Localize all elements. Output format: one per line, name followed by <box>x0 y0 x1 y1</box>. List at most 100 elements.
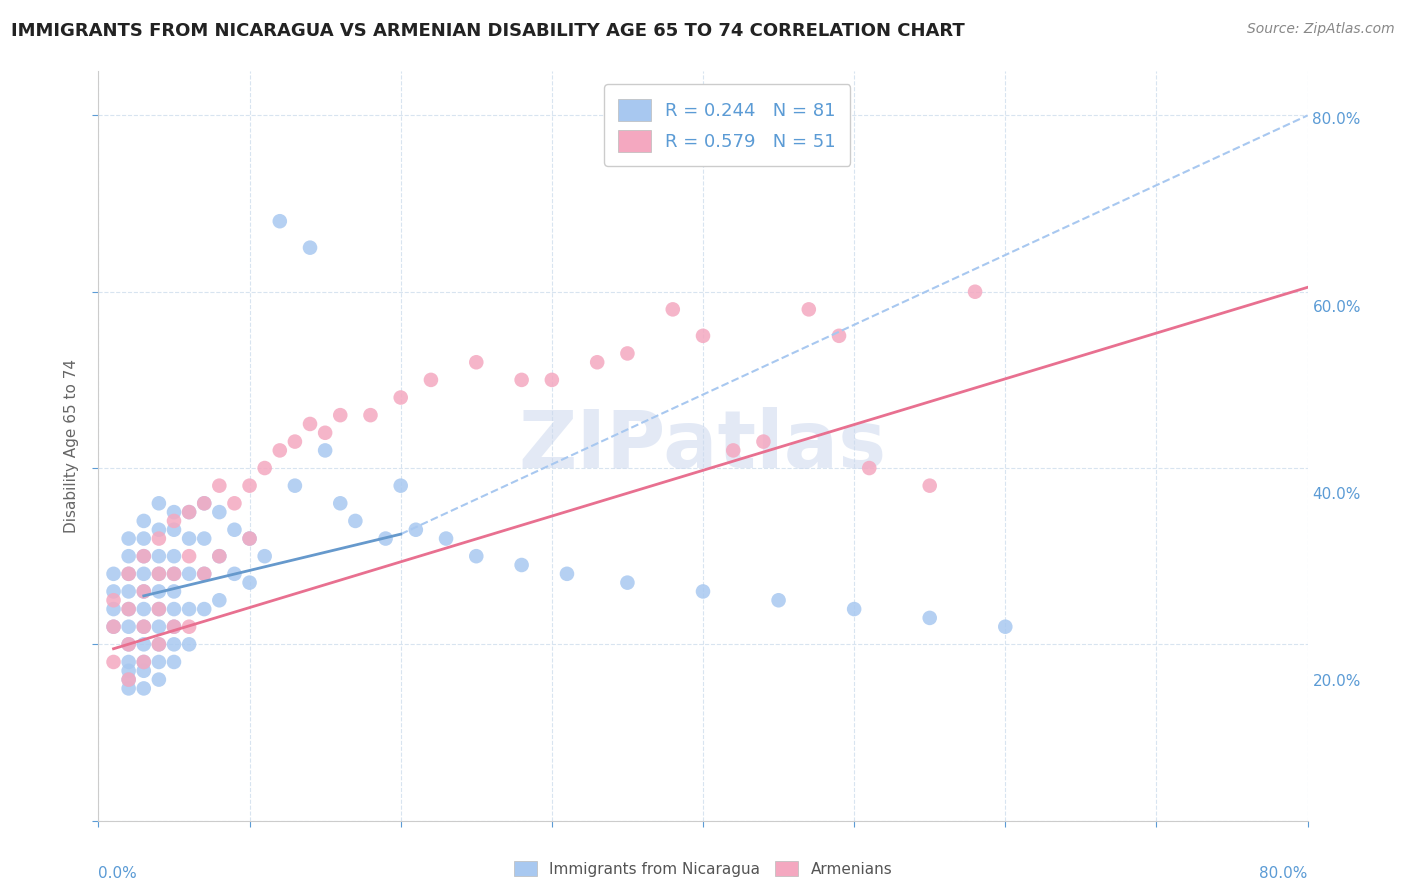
Point <box>389 478 412 492</box>
Point <box>103 602 125 616</box>
Point <box>148 549 170 564</box>
Point <box>163 566 186 581</box>
Point <box>208 478 231 492</box>
Point <box>163 620 186 634</box>
Point <box>148 637 170 651</box>
Point <box>253 549 276 564</box>
Point <box>768 593 790 607</box>
Point <box>163 637 186 651</box>
Point <box>360 408 382 422</box>
Point <box>314 425 336 440</box>
Point <box>163 514 186 528</box>
Point <box>193 566 215 581</box>
Point <box>239 532 262 546</box>
Point <box>329 408 352 422</box>
Point <box>329 496 352 510</box>
Point <box>132 681 155 696</box>
Point <box>132 532 155 546</box>
Point <box>118 637 141 651</box>
Point <box>148 602 170 616</box>
Point <box>118 637 141 651</box>
Point <box>918 611 941 625</box>
Point <box>132 655 155 669</box>
Point <box>163 584 186 599</box>
Point <box>179 566 201 581</box>
Point <box>163 523 186 537</box>
Point <box>193 566 215 581</box>
Point <box>253 461 276 475</box>
Point <box>118 602 141 616</box>
Text: Source: ZipAtlas.com: Source: ZipAtlas.com <box>1247 22 1395 37</box>
Point <box>118 549 141 564</box>
Point <box>208 549 231 564</box>
Text: 80.0%: 80.0% <box>1260 865 1308 880</box>
Point <box>208 593 231 607</box>
Point <box>148 584 170 599</box>
Point <box>148 655 170 669</box>
Point <box>389 391 412 405</box>
Point <box>344 514 367 528</box>
Legend: R = 0.244   N = 81, R = 0.579   N = 51: R = 0.244 N = 81, R = 0.579 N = 51 <box>605 84 851 166</box>
Point <box>103 566 125 581</box>
Point <box>179 505 201 519</box>
Point <box>723 443 745 458</box>
Point <box>148 566 170 581</box>
Point <box>828 328 851 343</box>
Point <box>284 478 307 492</box>
Point <box>692 584 714 599</box>
Point <box>179 620 201 634</box>
Point <box>148 673 170 687</box>
Point <box>132 655 155 669</box>
Point <box>752 434 775 449</box>
Point <box>163 505 186 519</box>
Point <box>510 558 533 572</box>
Point <box>965 285 987 299</box>
Point <box>844 602 866 616</box>
Point <box>132 514 155 528</box>
Point <box>103 584 125 599</box>
Point <box>555 566 578 581</box>
Point <box>132 549 155 564</box>
Point <box>148 602 170 616</box>
Point <box>118 655 141 669</box>
Point <box>132 584 155 599</box>
Point <box>118 566 141 581</box>
Point <box>132 566 155 581</box>
Point <box>299 241 322 255</box>
Point <box>269 214 291 228</box>
Point <box>586 355 609 369</box>
Point <box>148 566 170 581</box>
Point <box>163 620 186 634</box>
Y-axis label: Disability Age 65 to 74: Disability Age 65 to 74 <box>65 359 79 533</box>
Point <box>163 549 186 564</box>
Point <box>434 532 457 546</box>
Point <box>148 637 170 651</box>
Point <box>239 575 262 590</box>
Point <box>405 523 427 537</box>
Point <box>118 673 141 687</box>
Point <box>208 505 231 519</box>
Point <box>103 620 125 634</box>
Point <box>179 549 201 564</box>
Point <box>163 655 186 669</box>
Point <box>616 575 638 590</box>
Point <box>118 681 141 696</box>
Point <box>179 602 201 616</box>
Text: 0.0%: 0.0% <box>98 865 138 880</box>
Point <box>510 373 533 387</box>
Point <box>224 566 246 581</box>
Point <box>224 496 246 510</box>
Point <box>103 620 125 634</box>
Point <box>148 620 170 634</box>
Point <box>239 478 262 492</box>
Text: IMMIGRANTS FROM NICARAGUA VS ARMENIAN DISABILITY AGE 65 TO 74 CORRELATION CHART: IMMIGRANTS FROM NICARAGUA VS ARMENIAN DI… <box>11 22 965 40</box>
Point <box>118 673 141 687</box>
Point <box>118 584 141 599</box>
Point <box>616 346 638 360</box>
Text: ZIPatlas: ZIPatlas <box>519 407 887 485</box>
Point <box>465 549 488 564</box>
Point <box>118 664 141 678</box>
Point <box>148 496 170 510</box>
Point <box>208 549 231 564</box>
Point <box>692 328 714 343</box>
